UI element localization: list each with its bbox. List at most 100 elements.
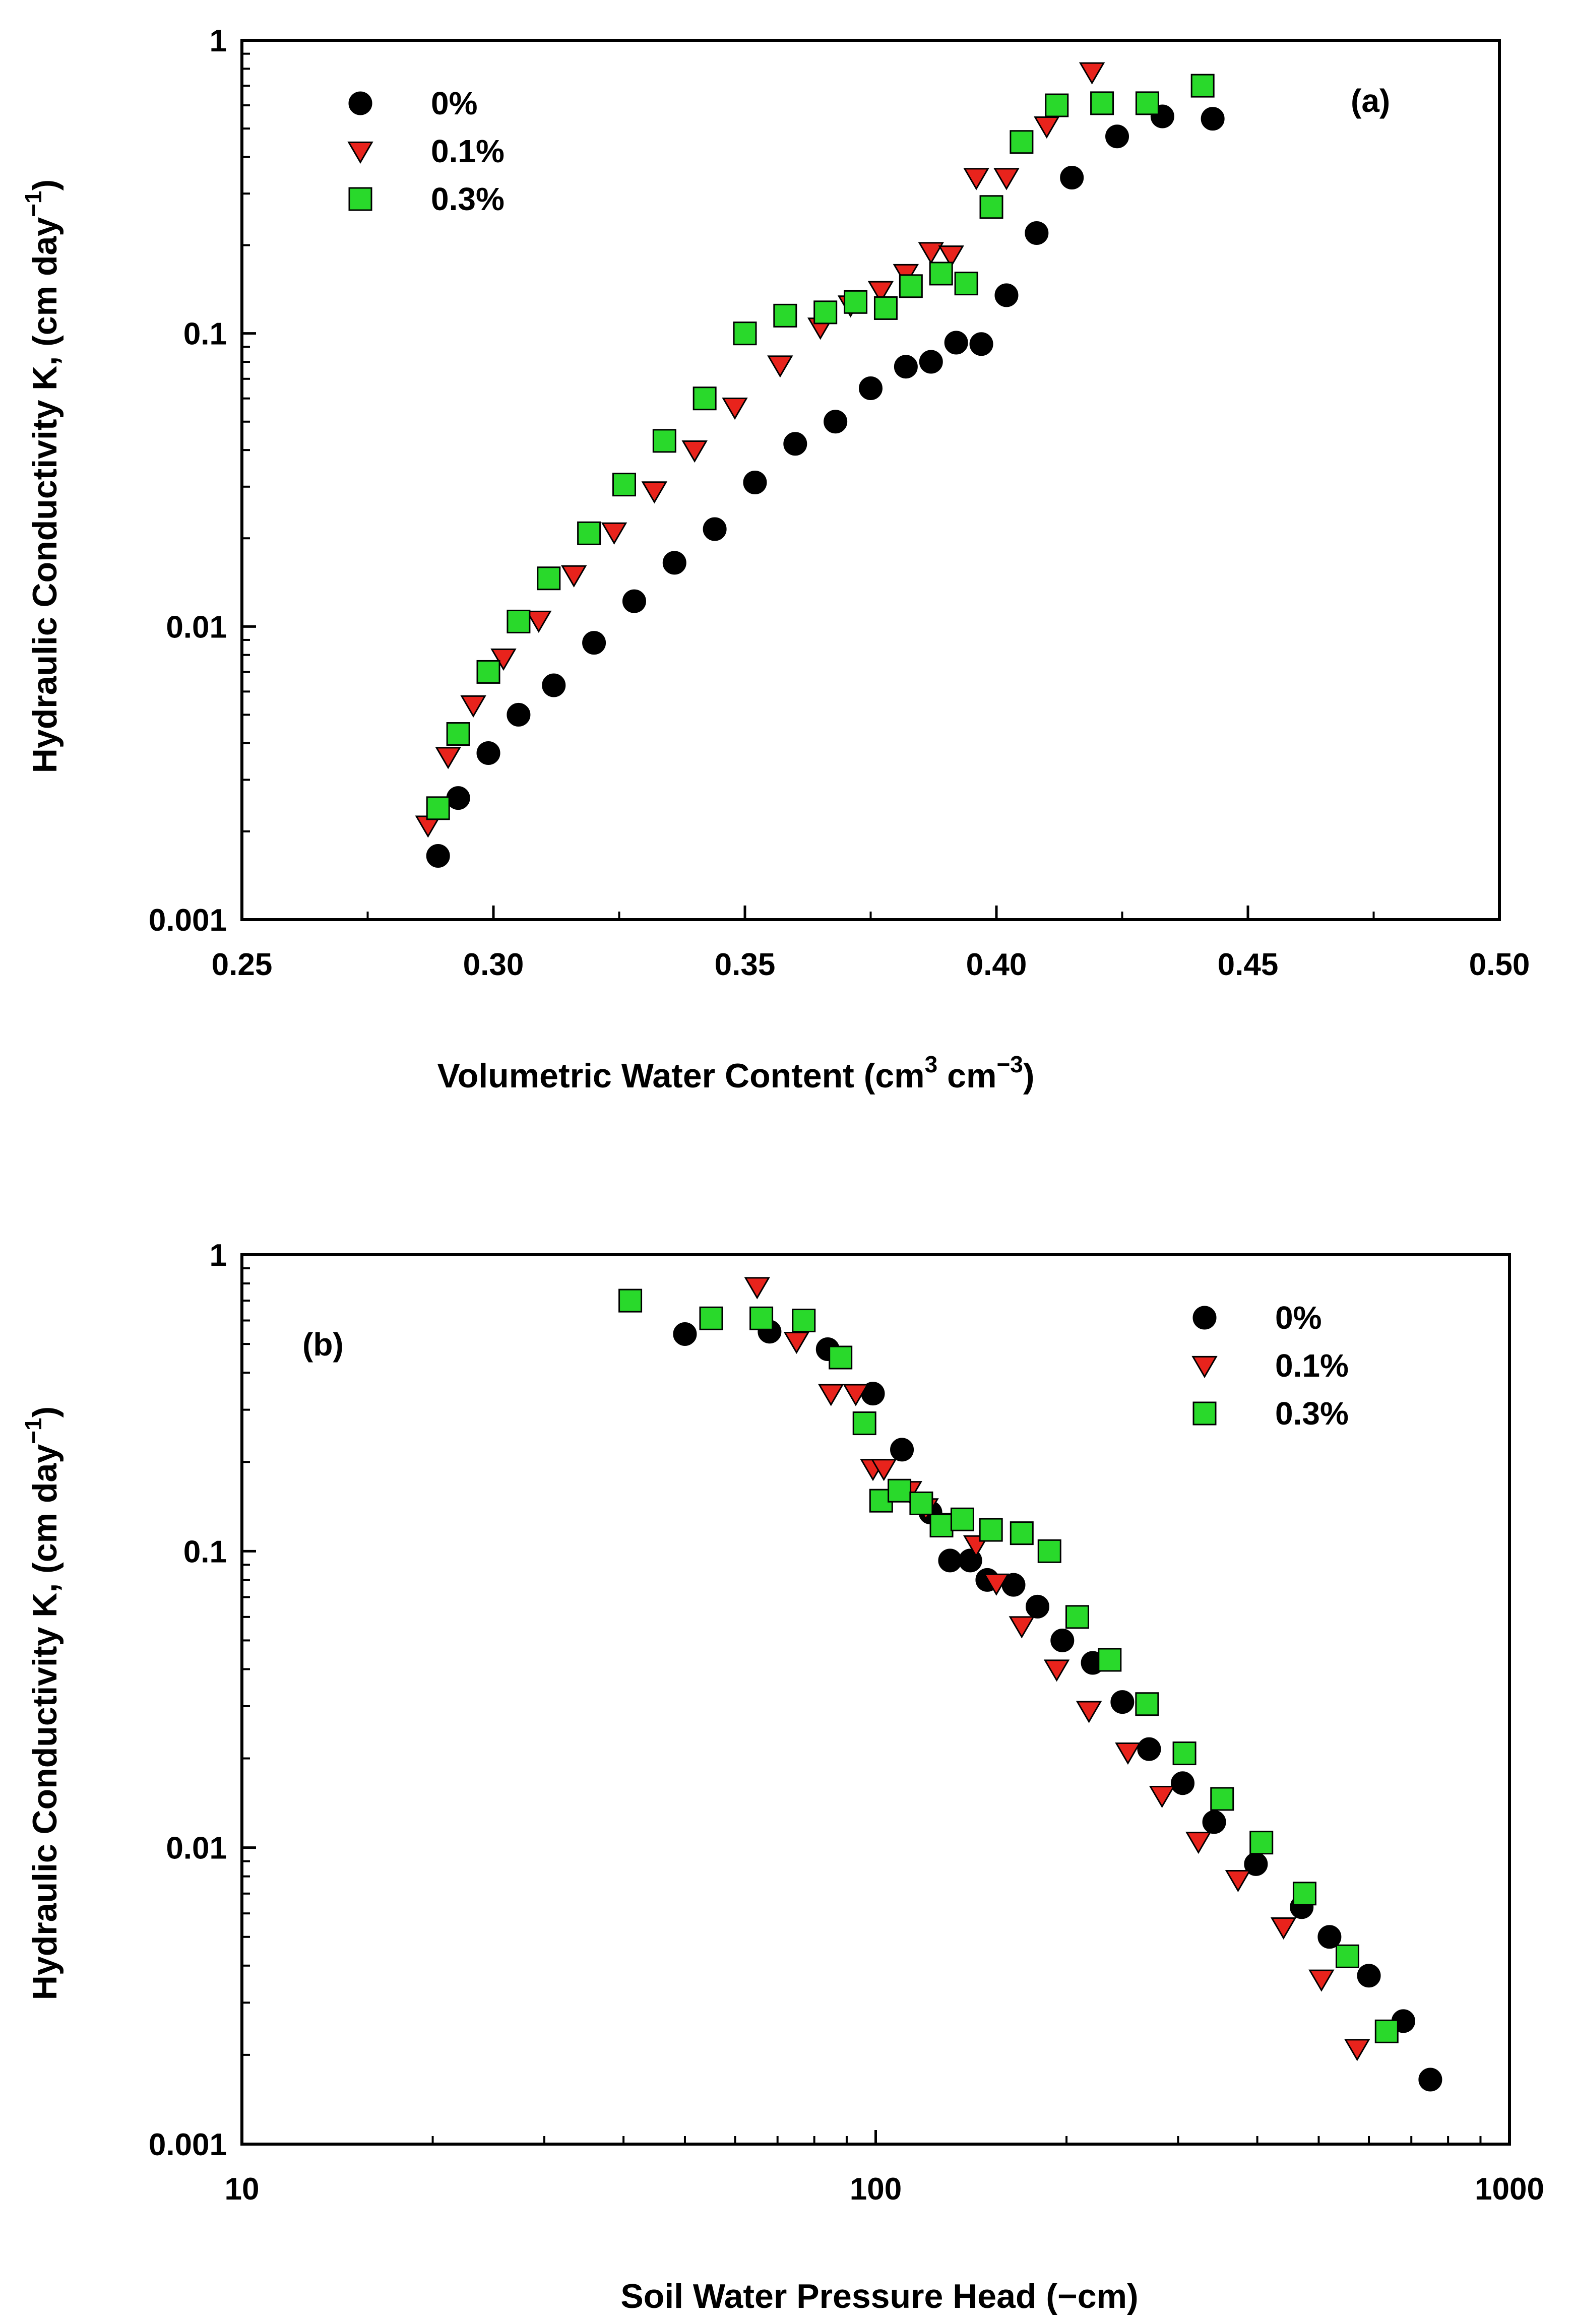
data-point-square <box>1210 1787 1234 1811</box>
chart-panel-a: 0.001 0.01 0.1 1 0.25 0.30 0.35 0.40 0.45 0.50 (a… <box>20 24 1530 1095</box>
x-tick-label: 1000 <box>1475 2172 1544 2207</box>
data-point-circle <box>1357 1964 1381 1988</box>
data-point-square <box>852 1411 876 1436</box>
data-point-square <box>1190 74 1215 98</box>
data-point-circle <box>1060 166 1084 190</box>
x-tick-label: 0.40 <box>966 947 1027 982</box>
data-point-circle <box>673 1322 697 1346</box>
data-point-circle <box>1171 1771 1195 1795</box>
data-point-square <box>1335 1944 1359 1968</box>
data-point-triangle-down <box>1076 1701 1102 1723</box>
data-point-square <box>1172 1741 1197 1766</box>
data-point-square <box>699 1306 723 1330</box>
data-point-triangle-down <box>870 1459 897 1481</box>
data-point-triangle-down <box>993 168 1020 190</box>
data-point-circle <box>743 471 767 495</box>
data-point-circle <box>1201 107 1225 131</box>
data-point-square <box>979 1518 1003 1542</box>
data-point-square <box>749 1306 774 1330</box>
data-point-square <box>873 296 898 320</box>
legend-marker-square <box>1192 1401 1217 1426</box>
series-square <box>426 74 1215 820</box>
data-point-square <box>1098 1648 1122 1672</box>
data-point-triangle-down <box>1344 2039 1370 2061</box>
data-point-triangle-down <box>1270 1917 1297 1940</box>
data-point-circle <box>783 432 807 456</box>
y-tick-label: 0.01 <box>166 1831 227 1866</box>
data-point-triangle-down <box>460 695 486 718</box>
data-point-circle <box>994 283 1019 307</box>
panel-a-label: (a) <box>1351 83 1390 119</box>
data-point-square <box>829 1345 853 1370</box>
panel-b-plot-frame <box>240 1253 1511 2146</box>
data-point-square <box>733 321 757 346</box>
data-point-circle <box>582 631 606 655</box>
data-point-triangle-down <box>983 1573 1010 1596</box>
data-point-circle <box>969 332 993 356</box>
data-point-square <box>507 609 531 633</box>
panel-b-label: (b) <box>302 1326 344 1363</box>
data-point-square <box>618 1288 643 1313</box>
data-point-square <box>1045 93 1069 117</box>
series-square <box>618 1288 1399 2043</box>
legend-label: 0.1% <box>1275 1347 1349 1384</box>
data-point-circle <box>1137 1737 1161 1761</box>
data-point-square <box>929 1514 954 1538</box>
data-point-circle <box>426 844 450 868</box>
data-point-triangle-down <box>1308 1969 1335 1992</box>
data-point-circle <box>824 410 848 434</box>
data-point-triangle-down <box>783 1331 810 1354</box>
panel-b-x-axis-title: Soil Water Pressure Head (−cm) <box>620 2277 1138 2315</box>
data-point-circle <box>1317 1925 1342 1949</box>
x-tick-label: 0.50 <box>1469 947 1530 982</box>
data-point-square <box>693 386 717 411</box>
legend-label: 0.3% <box>1275 1395 1349 1432</box>
data-point-square <box>1249 1831 1274 1855</box>
data-point-triangle-down <box>681 440 708 463</box>
y-tick-label: 1 <box>210 24 227 58</box>
data-point-triangle-down <box>1185 1832 1212 1854</box>
data-point-square <box>476 660 500 684</box>
x-tick-label: 0.25 <box>212 947 273 982</box>
data-point-square <box>1135 91 1159 115</box>
data-point-square <box>888 1478 912 1503</box>
data-point-circle <box>1105 124 1129 149</box>
data-point-circle <box>894 355 918 379</box>
y-tick-label: 0.1 <box>183 1534 227 1569</box>
panel-a-tick-labels: 0.001 0.01 0.1 1 0.25 0.30 0.35 0.40 0.45 0.50 <box>149 24 1530 982</box>
data-point-square <box>612 473 636 497</box>
legend-marker-square <box>348 187 372 211</box>
data-point-circle <box>1050 1628 1075 1652</box>
data-point-circle <box>476 741 500 765</box>
panel-b-data-points <box>618 1277 1442 2092</box>
data-point-square <box>929 262 953 286</box>
data-point-square <box>979 195 1003 219</box>
x-tick-label: 0.35 <box>715 947 776 982</box>
data-point-circle <box>890 1438 914 1462</box>
chart-panel-b: 0.001 0.01 0.1 1 10 100 1000 (b) 0% 0.1% 0.3% So… <box>20 1238 1544 2315</box>
x-tick-label: 100 <box>850 2172 902 2207</box>
legend-marker-circle <box>348 91 372 115</box>
data-point-triangle-down <box>526 610 552 633</box>
data-point-circle <box>1202 1810 1226 1834</box>
data-point-circle <box>938 1548 962 1573</box>
panel-a-y-axis-title: Hydraulic Conductivity K, (cm day−1) <box>20 179 64 773</box>
series-circle <box>426 104 1225 868</box>
legend-label: 0.1% <box>431 133 505 169</box>
data-point-triangle-down <box>938 245 964 268</box>
data-point-square <box>1010 130 1034 154</box>
data-point-circle <box>622 589 646 613</box>
data-point-triangle-down <box>744 1277 770 1300</box>
data-point-circle <box>1110 1690 1135 1714</box>
data-point-triangle-down <box>601 522 627 545</box>
panel-b-y-axis-title: Hydraulic Conductivity K, (cm day−1) <box>20 1406 64 2000</box>
data-point-square <box>1037 1539 1061 1563</box>
data-point-square <box>1135 1692 1159 1716</box>
data-point-square <box>1010 1521 1034 1545</box>
panel-b-legend: 0% 0.1% 0.3% <box>1191 1300 1349 1432</box>
data-point-square <box>1065 1605 1089 1629</box>
data-point-square <box>1292 1882 1316 1906</box>
panel-a-legend: 0% 0.1% 0.3% <box>347 85 505 217</box>
data-point-square <box>446 722 470 746</box>
